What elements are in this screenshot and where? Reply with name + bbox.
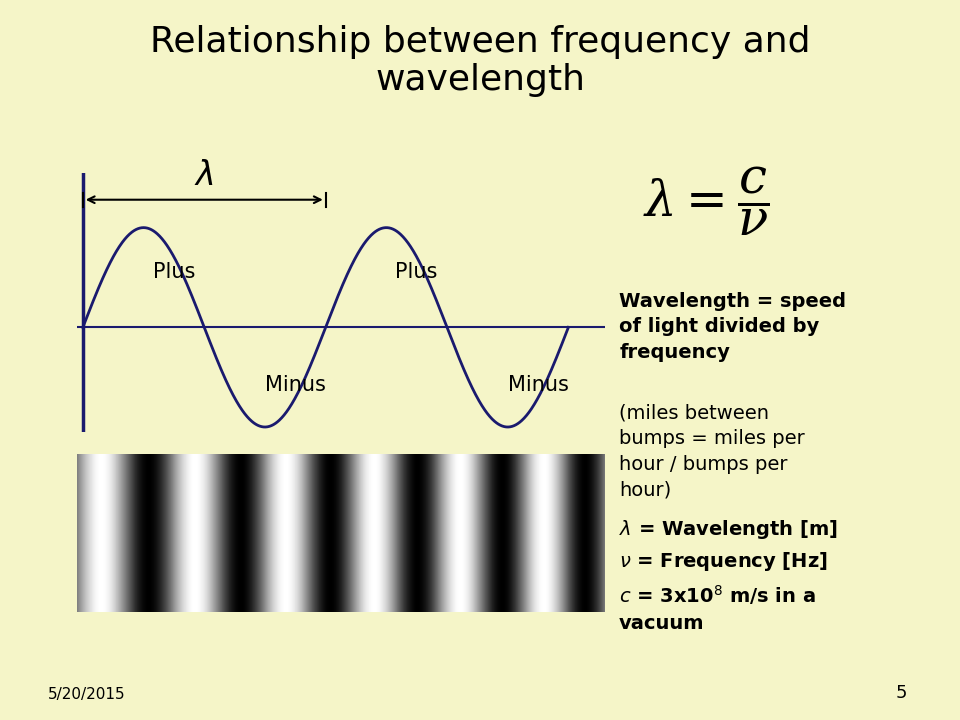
Text: Minus: Minus xyxy=(265,375,325,395)
Text: 5/20/2015: 5/20/2015 xyxy=(48,687,126,702)
Text: wavelength: wavelength xyxy=(375,63,585,97)
Text: $\lambda$: $\lambda$ xyxy=(194,158,214,192)
Text: Minus: Minus xyxy=(508,375,568,395)
Text: $\lambda = \dfrac{c}{\nu}$: $\lambda = \dfrac{c}{\nu}$ xyxy=(643,165,770,238)
Text: Wavelength = speed
of light divided by
frequency: Wavelength = speed of light divided by f… xyxy=(619,292,846,362)
Text: (miles between
bumps = miles per
hour / bumps per
hour): (miles between bumps = miles per hour / … xyxy=(619,403,804,500)
Text: Relationship between frequency and: Relationship between frequency and xyxy=(150,25,810,59)
Text: Plus: Plus xyxy=(396,263,438,282)
Text: $\lambda$ = Wavelength [m]
$\nu$ = Frequency [Hz]
$c$ = 3x10$^8$ m/s in a
vacuum: $\lambda$ = Wavelength [m] $\nu$ = Frequ… xyxy=(619,518,838,633)
Text: Plus: Plus xyxy=(153,263,195,282)
Text: 5: 5 xyxy=(896,684,907,702)
